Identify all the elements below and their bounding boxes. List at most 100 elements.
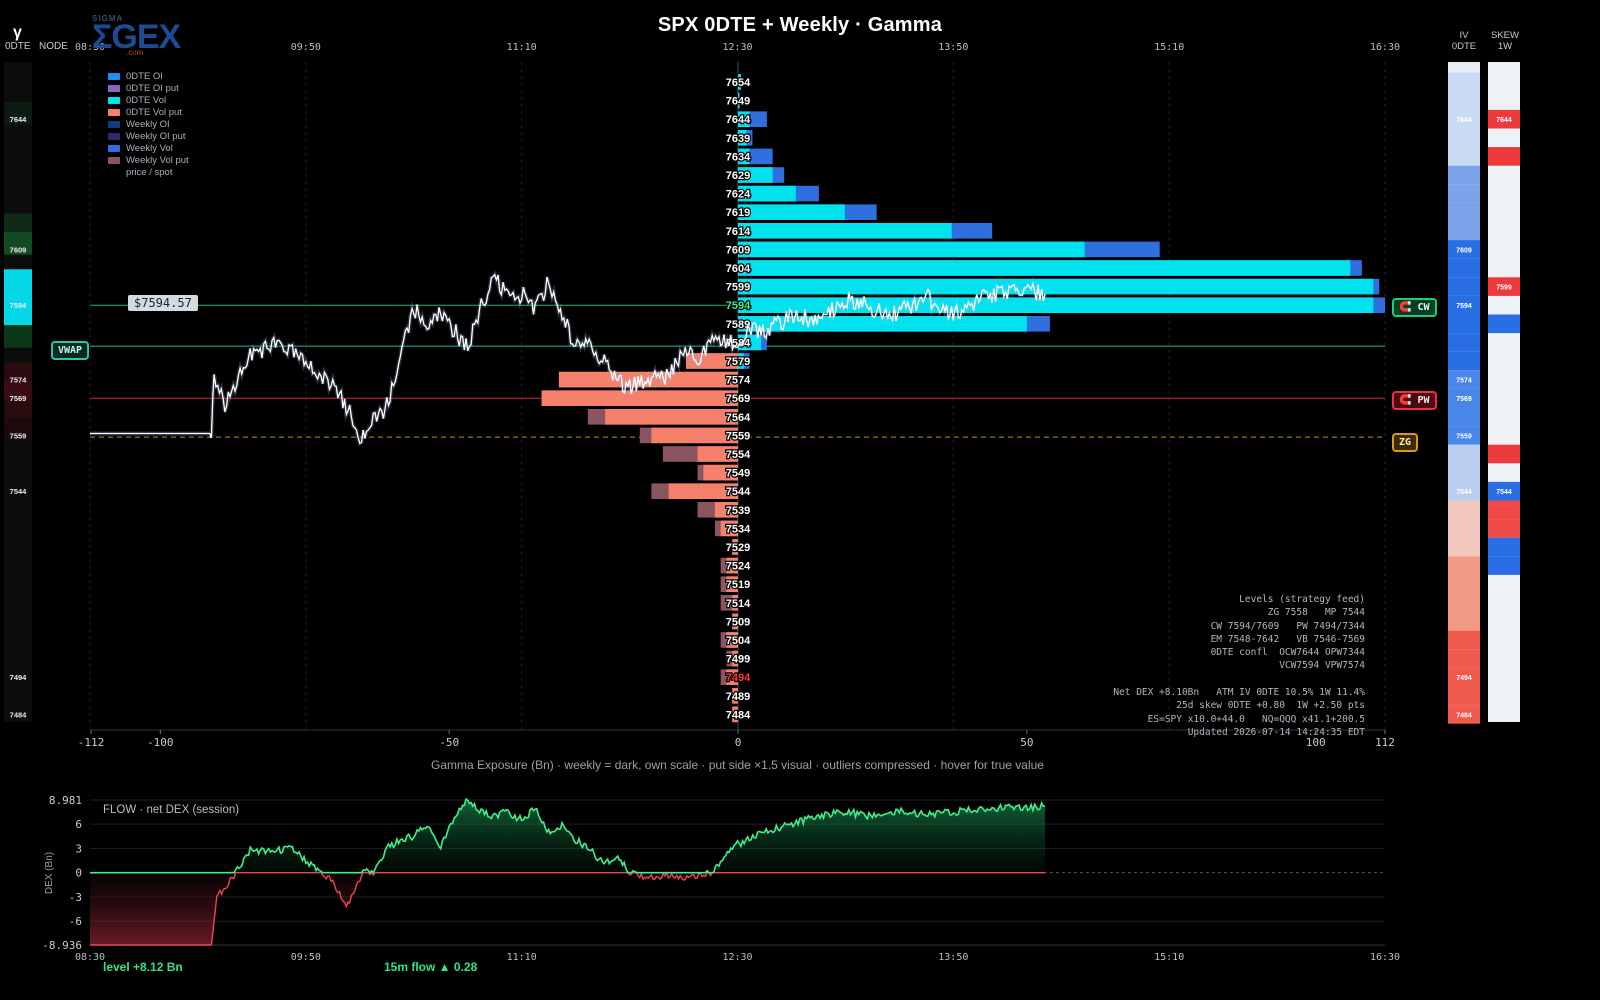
legend-label: Weekly Vol: [126, 142, 173, 154]
node-heat-cell: [4, 213, 32, 237]
strike-label: 7554: [726, 449, 751, 461]
top-time-tick: 16:30: [1370, 42, 1400, 53]
gex-bar: [714, 502, 738, 518]
legend-swatch: [108, 84, 120, 92]
strike-label: 7644: [726, 114, 751, 126]
gex-bar: [738, 278, 1374, 295]
strike-label: 7544: [726, 486, 751, 498]
iv-heat-cell: [1448, 72, 1480, 92]
iv-heat-cell: [1448, 593, 1480, 613]
flow-panel: -6 -3 0 3 6 8.981 -8.936 DEX (Bn) 08:30 09:50 11:1…: [42, 794, 1400, 963]
iv-heat-cell: [1448, 91, 1480, 110]
legend-item: Weekly Vol put: [108, 154, 189, 166]
logo-com-text: .com: [126, 48, 144, 57]
strike-label: 7614: [726, 226, 751, 238]
gamma-x-tick-label: 0: [735, 736, 742, 749]
legend-item: Weekly Vol: [108, 142, 189, 154]
node-strike-label: 7569: [10, 394, 27, 403]
gex-bar: [697, 446, 738, 462]
gex-bar: [738, 74, 741, 90]
iv-heat-cell: [1448, 314, 1480, 334]
iv-heat-cell: [1448, 388, 1480, 408]
legend-label: Weekly Vol put: [126, 154, 189, 166]
gex-bar: [726, 557, 738, 574]
legend-label: Weekly OI put: [126, 130, 186, 142]
logo-small-text: SIGMA: [92, 14, 124, 23]
left-col-label-node: NODE: [39, 41, 68, 52]
chart-title: SPX 0DTE + Weekly · Gamma: [657, 14, 943, 36]
strike-label: 7519: [726, 579, 750, 591]
gex-bar: [738, 204, 845, 220]
flow-negative-line: [90, 870, 1046, 946]
legend-item: 0DTE OI put: [108, 82, 189, 94]
iv-strike-label: 7574: [1456, 378, 1472, 385]
gex-bar: [732, 613, 738, 630]
flow-time-tick: 16:30: [1370, 952, 1400, 963]
top-time-tick: 13:50: [938, 42, 968, 53]
iv-heat-cell: [1448, 705, 1480, 724]
gex-bar: [732, 688, 738, 704]
strike-label: 7534: [726, 523, 751, 535]
strike-label: 7579: [726, 356, 750, 368]
left-col-label-0dte: 0DTE: [5, 41, 31, 52]
iv-heat-cell: [1448, 370, 1480, 389]
flow-negative-area: [90, 872, 1046, 945]
strike-labels: 7654 7649 7644 7639 7634 7629 7624 7619 7614 7609…: [725, 76, 753, 723]
iv-heat-cell: [1448, 612, 1480, 631]
node-strike-label: 7594: [10, 301, 28, 310]
skew-strike-label: 7599: [1496, 285, 1512, 292]
gex-bar: [651, 427, 738, 444]
gex-bar: [738, 334, 762, 351]
flow-y-tick-label: -6: [69, 915, 82, 928]
legend-label: 0DTE OI put: [126, 82, 179, 94]
levels-line: 0DTE confl OCW7644 OPW7344: [1210, 647, 1365, 659]
gex-bar: [732, 706, 738, 723]
legend-label: 0DTE OI: [126, 70, 163, 82]
node-heat-cell: [4, 287, 32, 311]
iv-heat-cell: [1448, 109, 1480, 129]
gamma-exposure-axis-label: Gamma Exposure (Bn) · weekly = dark, own…: [431, 758, 1044, 772]
gex-bar: [720, 520, 738, 537]
strike-label: 7599: [726, 282, 750, 294]
legend-swatch: [108, 72, 120, 80]
flow-y-min-label: -8.936: [42, 939, 82, 952]
legend-label: price / spot: [126, 166, 173, 178]
levels-line: EM 7548-7642 VB 7546-7569: [1210, 633, 1365, 645]
iv-heat-cell: [1448, 221, 1480, 241]
legend-item: Weekly OI: [108, 118, 189, 130]
gex-bar: [738, 130, 747, 146]
node-heat-cell: [4, 380, 32, 404]
gamma-x-tick-label: -100: [147, 736, 174, 749]
iv-strike-label: 7559: [1456, 433, 1472, 440]
strike-label: 7654: [726, 77, 751, 89]
iv-strike-label: 7594: [1456, 303, 1472, 310]
node-strike-label: 7644: [10, 115, 28, 124]
strike-label: 7524: [726, 561, 751, 573]
flow-y-tick-label: 6: [75, 818, 82, 831]
iv-heat-cell: [1448, 165, 1480, 185]
strike-label: 7639: [726, 133, 750, 145]
legend-item: Weekly OI put: [108, 130, 189, 142]
flow-positive-area: [90, 799, 1046, 873]
levels-line: VCW7594 VPW7574: [1279, 660, 1365, 672]
strike-label: 7649: [726, 96, 750, 108]
iv-heat-cell: [1448, 519, 1480, 538]
iv-heat-cell: [1448, 556, 1480, 575]
skew-heat-cell: [1488, 500, 1520, 520]
legend-swatch: [108, 156, 120, 164]
legend-label: 0DTE Vol: [126, 94, 167, 106]
gex-bar: [726, 576, 738, 592]
levels-panel: Levels (strategy feed) ZG 7558 MP 7544 CW …: [1113, 593, 1365, 739]
skew-heat-cell: [1488, 314, 1520, 334]
gamma-x-tick-label: 50: [1020, 736, 1033, 749]
strike-label: 7634: [726, 151, 751, 163]
strike-label: 7529: [726, 542, 750, 554]
iv-heat-cell: [1448, 407, 1480, 427]
gex-bar: [738, 223, 952, 239]
legend-label: Weekly OI: [126, 118, 170, 130]
strike-label: 7609: [726, 244, 750, 256]
strike-label: 7539: [726, 505, 750, 517]
top-time-tick: 11:10: [507, 42, 537, 53]
legend-label: 0DTE Vol put: [126, 106, 182, 118]
